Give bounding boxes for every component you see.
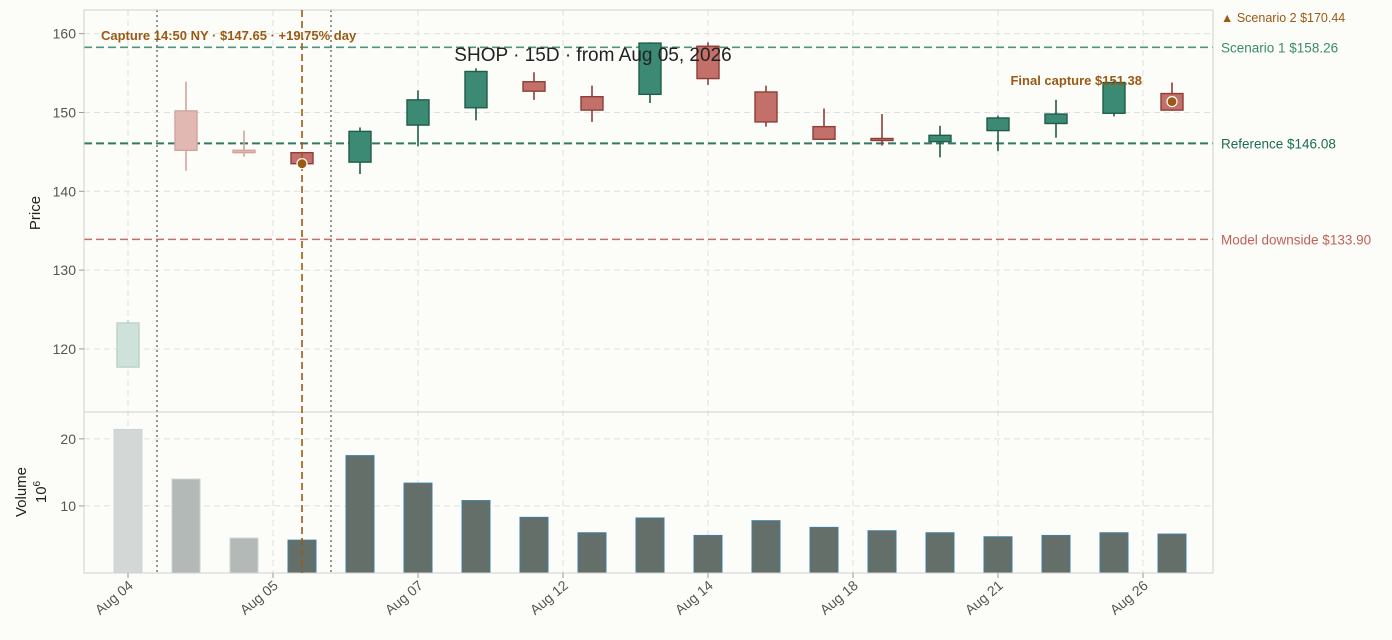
candle-body [812, 125, 836, 140]
volume-bar [461, 500, 491, 574]
reference-line-label: Model downside $133.90 [1221, 232, 1371, 247]
volume-bar [867, 530, 897, 574]
reference-line-label: Scenario 1 $158.26 [1221, 40, 1338, 55]
candle-body [116, 322, 140, 368]
volume-panel-frame [83, 411, 1214, 574]
price-tick-label: 130 [53, 262, 77, 278]
candle-body [232, 149, 256, 154]
volume-bar [171, 478, 201, 574]
candle-body [1044, 113, 1068, 125]
volume-bar [693, 534, 723, 574]
candle-body [754, 91, 778, 123]
volume-exponent-power: 6 [32, 480, 43, 486]
volume-bar [577, 532, 607, 574]
volume-bars [113, 428, 1187, 574]
volume-bar [229, 537, 259, 574]
volume-bar [287, 539, 317, 574]
candles [116, 42, 1184, 368]
volume-bar [113, 428, 143, 574]
candle-body [870, 137, 894, 142]
price-tick-label: 160 [53, 26, 77, 42]
final-capture-marker [1166, 95, 1178, 108]
offscale-scenario-label: ▲ Scenario 2 $170.44 [1221, 11, 1345, 25]
volume-tick-label: 20 [60, 431, 76, 447]
volume-bar [1099, 532, 1129, 574]
candle-body [696, 45, 720, 80]
capture-marker [296, 158, 308, 170]
candle-body [986, 117, 1010, 132]
candle-body [580, 96, 604, 111]
candle-body [928, 134, 952, 143]
capture-label: Capture 14:50 NY · $147.65 · +19.75% day [101, 28, 357, 43]
volume-bar [635, 517, 665, 574]
volume-bar [983, 536, 1013, 574]
chart-title: SHOP · 15D · from Aug 05, 2026 [454, 45, 731, 66]
candle-body [406, 99, 430, 126]
volume-exponent-base: 10 [33, 486, 50, 503]
reference-line-label: Reference $146.08 [1221, 136, 1336, 151]
price-tick-label: 140 [53, 183, 77, 199]
volume-bar [751, 520, 781, 574]
price-tick-label: 150 [53, 104, 77, 120]
grid [84, 10, 1213, 573]
volume-bar [925, 532, 955, 574]
candle-body [1102, 81, 1126, 114]
candle-body [464, 70, 488, 109]
session-lines [156, 10, 332, 573]
final-capture-label: Final capture $151.38 [1010, 73, 1142, 88]
volume-axis-label: Volume [13, 467, 30, 517]
candle-body [174, 110, 198, 152]
volume-axis-exponent: 106 [32, 480, 50, 503]
price-axis-label: Price [27, 196, 44, 230]
volume-bar [345, 455, 375, 574]
candle-body [348, 130, 372, 163]
volume-bar [809, 526, 839, 574]
volume-tick-label: 10 [60, 498, 76, 514]
annotations: Scenario 1 $158.26 Reference $146.08 Model… [101, 10, 1371, 573]
volume-bar [403, 482, 433, 574]
candle-body [522, 81, 546, 92]
price-tick-label: 120 [53, 341, 77, 357]
volume-bar [519, 516, 549, 574]
volume-bar [1157, 533, 1187, 574]
candle-body [638, 42, 662, 96]
panel-frames [83, 9, 1214, 574]
volume-bar [1041, 534, 1071, 574]
